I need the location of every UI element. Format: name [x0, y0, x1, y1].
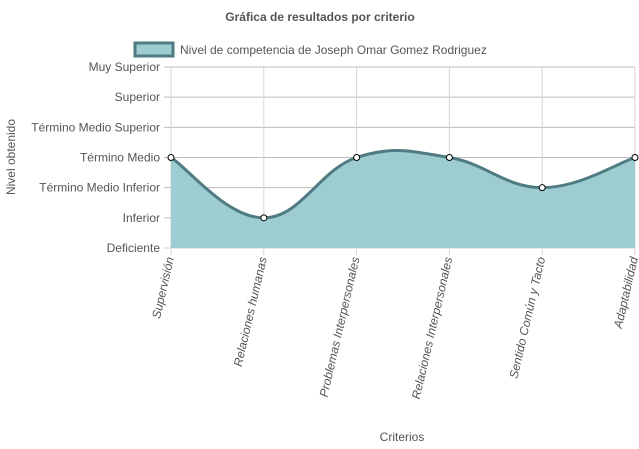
data-point[interactable]: [631, 154, 639, 161]
legend-swatch: [133, 41, 175, 58]
data-point[interactable]: [538, 184, 546, 192]
y-tick-label: Muy Superior: [89, 60, 160, 74]
data-point[interactable]: [353, 154, 361, 161]
x-axis-ticks: Supervisión Relaciones humanas Problemas I…: [149, 255, 639, 400]
y-tick-label: Deficiente: [107, 241, 161, 255]
y-tick-label: Término Medio Inferior: [39, 181, 160, 195]
series-line: [170, 149, 636, 220]
x-tick-label: Relaciones Interpersonales: [409, 256, 455, 401]
y-tick-label: Término Medio: [80, 151, 160, 165]
x-tick-label: Adaptabilidad: [611, 255, 639, 330]
data-point[interactable]: [260, 214, 268, 222]
data-point[interactable]: [445, 154, 453, 161]
y-axis-ticks: Deficiente Inferior Término Medio Inferior…: [31, 60, 160, 255]
y-axis-title: Nivel obtenido: [4, 119, 18, 195]
x-axis-title: Criterios: [380, 430, 425, 444]
series-area: [171, 150, 635, 248]
x-tick-label: Problemas Interpersonales: [317, 256, 363, 399]
x-tick-label: Supervisión: [149, 255, 177, 320]
data-point[interactable]: [167, 154, 175, 161]
y-tick-label: Término Medio Superior: [31, 120, 160, 134]
y-tick-label: Inferior: [123, 211, 160, 225]
legend-label: Nivel de competencia de Joseph Omar Gome…: [180, 43, 487, 57]
chart-title: Gráfica de resultados por criterio: [225, 10, 414, 24]
data-points: [167, 154, 639, 222]
legend[interactable]: Nivel de competencia de Joseph Omar Gome…: [133, 41, 487, 58]
plot-area: [170, 149, 636, 248]
y-tick-label: Superior: [115, 90, 160, 104]
x-tick-label: Sentido Común y Tacto: [507, 255, 549, 380]
x-tick-label: Relaciones humanas: [231, 256, 270, 368]
